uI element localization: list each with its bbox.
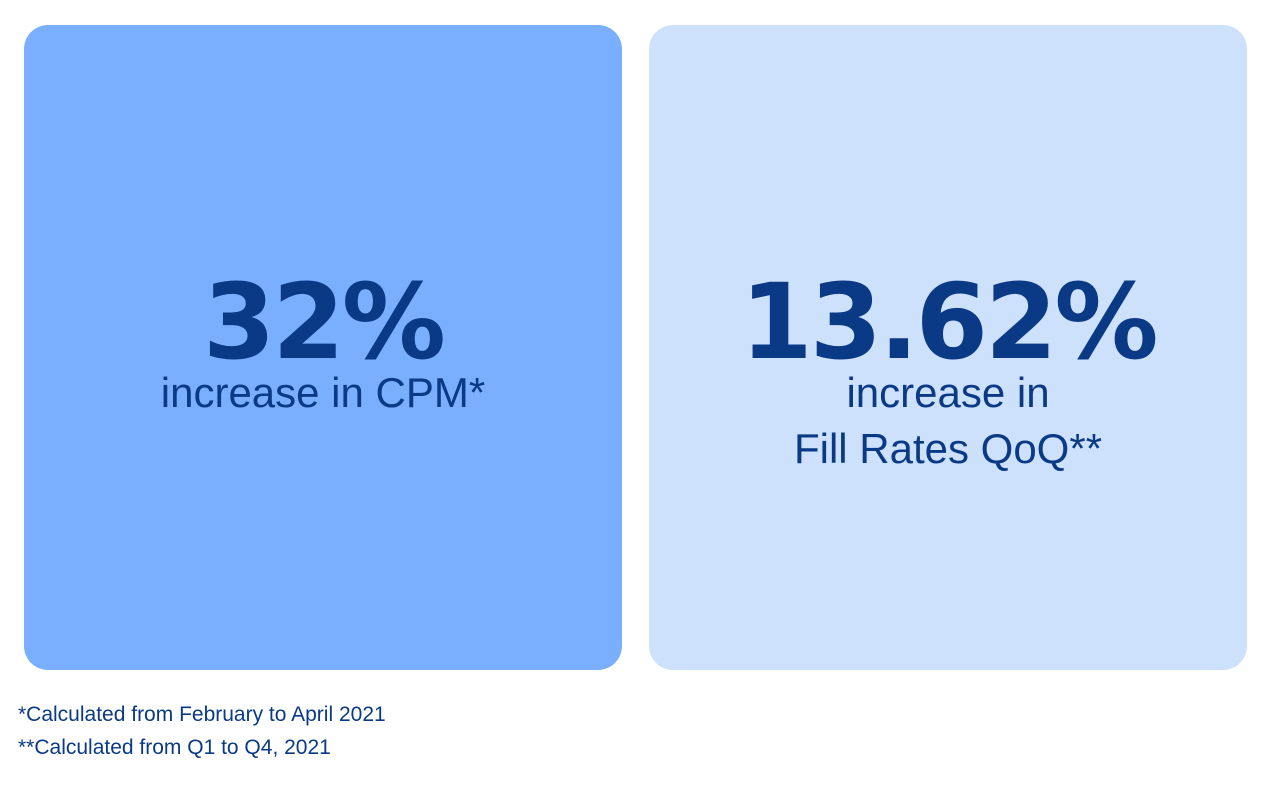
stat-caption-line: increase in CPM* bbox=[160, 369, 486, 416]
stat-card-cpm: 32% increase in CPM* bbox=[24, 25, 622, 670]
stat-value-fill-rates: 13.62% bbox=[740, 261, 1158, 383]
footnote-fill-rates: **Calculated from Q1 to Q4, 2021 bbox=[18, 736, 331, 759]
stat-value-cpm: 32% bbox=[203, 261, 446, 383]
stat-caption-line: Fill Rates QoQ** bbox=[793, 425, 1103, 472]
footnotes: *Calculated from February to April 2021 … bbox=[18, 698, 386, 764]
stat-caption-fill-rates: increase in Fill Rates QoQ** bbox=[649, 365, 1247, 477]
footnote-cpm: *Calculated from February to April 2021 bbox=[18, 703, 386, 726]
stat-card-fill-rates: 13.62% increase in Fill Rates QoQ** bbox=[649, 25, 1247, 670]
stat-caption-cpm: increase in CPM* bbox=[24, 365, 622, 421]
stat-caption-line: increase in bbox=[846, 369, 1050, 416]
